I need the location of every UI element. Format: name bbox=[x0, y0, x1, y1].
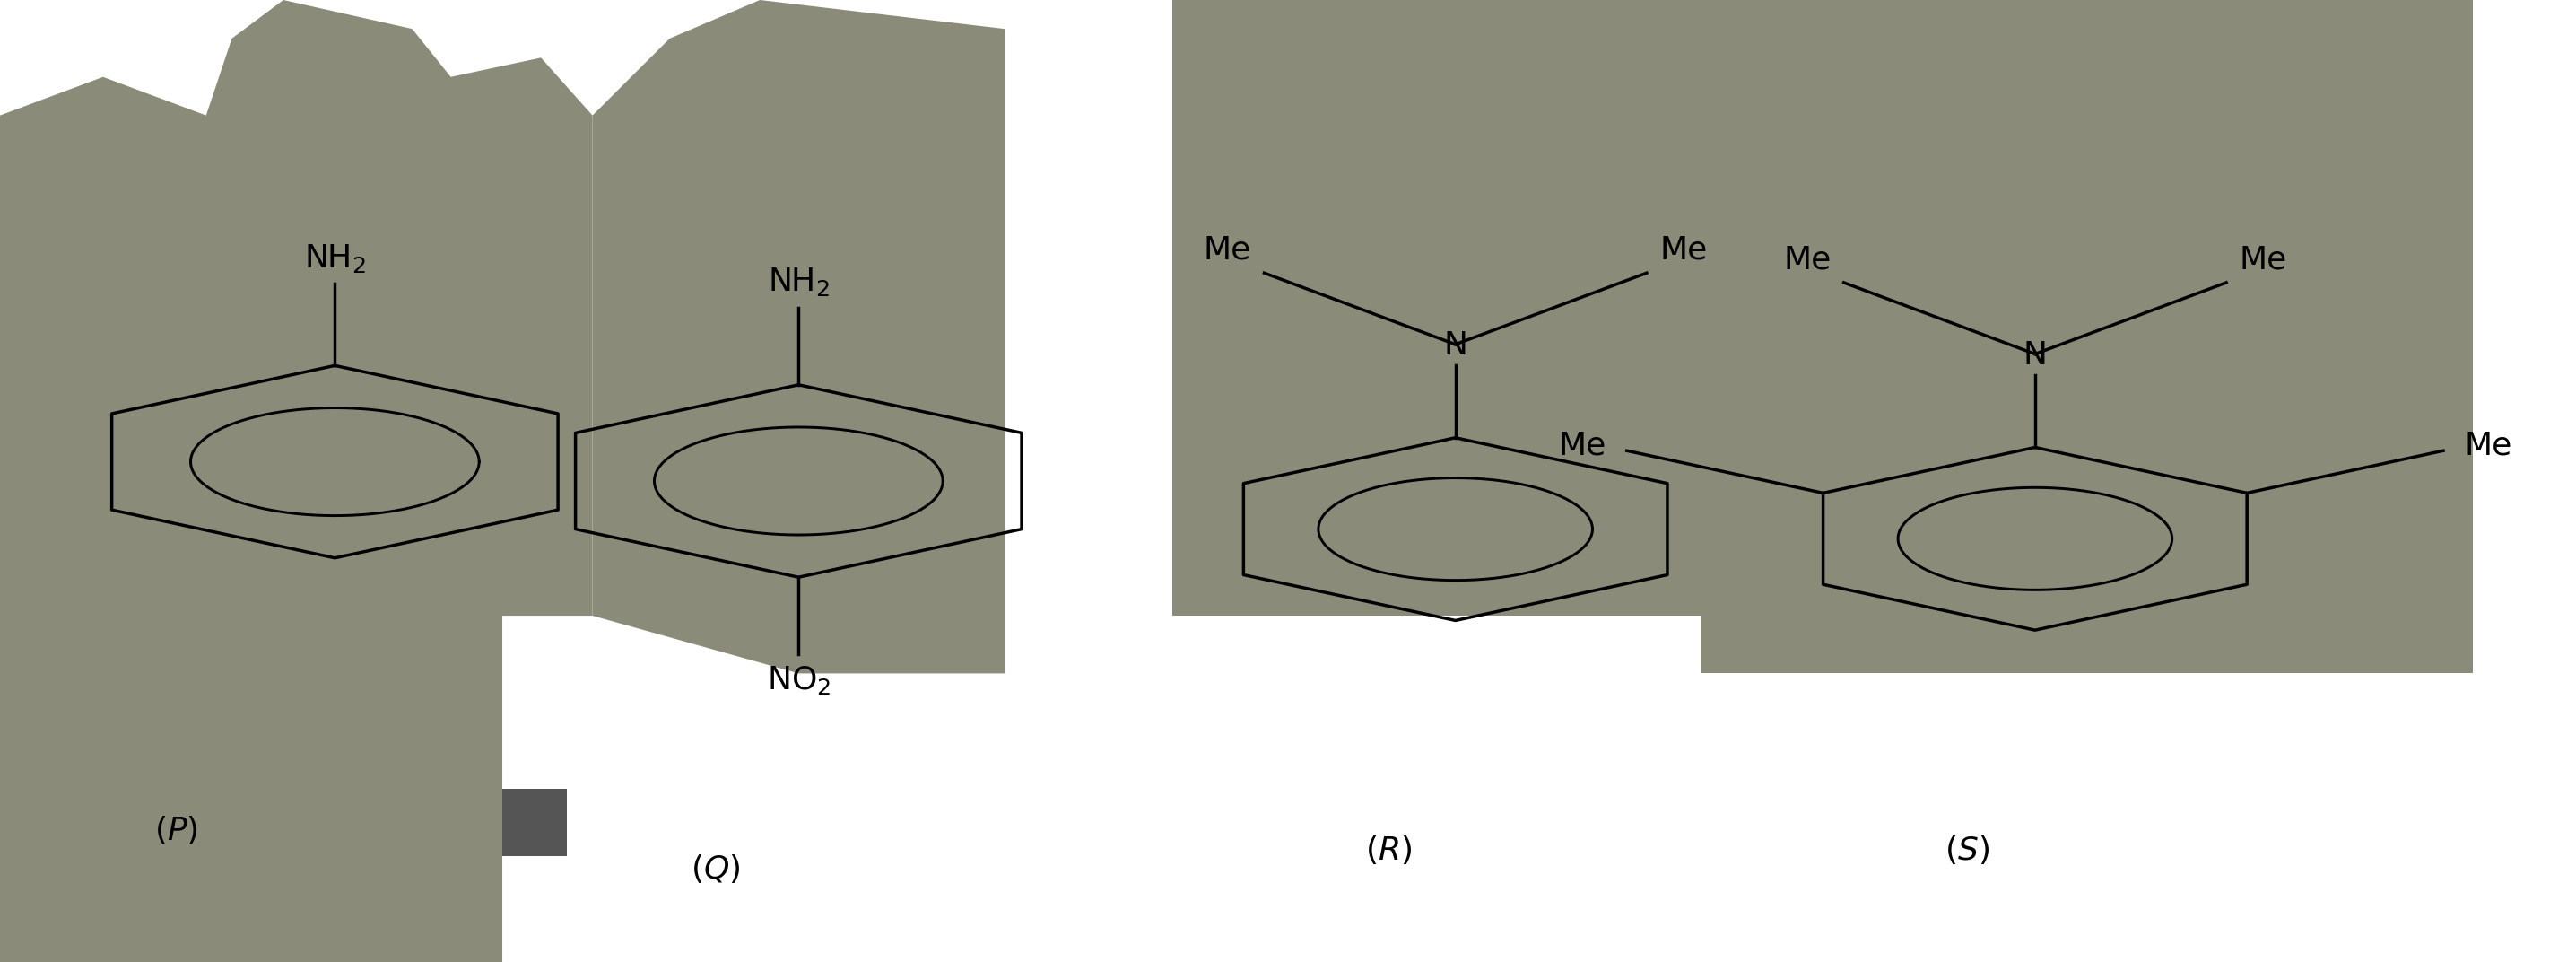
Text: NH$_2$: NH$_2$ bbox=[304, 241, 366, 274]
Text: Me: Me bbox=[1558, 431, 1607, 461]
Text: $(R)$: $(R)$ bbox=[1365, 833, 1412, 866]
Text: $(P)$: $(P)$ bbox=[155, 814, 198, 847]
Text: $(Q)$: $(Q)$ bbox=[690, 852, 739, 885]
Text: Me: Me bbox=[1659, 235, 1708, 266]
Text: $(S)$: $(S)$ bbox=[1945, 833, 1989, 866]
Polygon shape bbox=[0, 0, 592, 962]
Text: N: N bbox=[1443, 330, 1468, 361]
Text: Me: Me bbox=[2239, 244, 2287, 275]
Text: NO$_2$: NO$_2$ bbox=[768, 664, 829, 696]
Text: N: N bbox=[2022, 340, 2048, 370]
Text: Me: Me bbox=[1203, 235, 1252, 266]
Text: Me: Me bbox=[1783, 244, 1832, 275]
Polygon shape bbox=[1172, 0, 1700, 616]
Text: Me: Me bbox=[2463, 431, 2512, 461]
Polygon shape bbox=[1172, 0, 2473, 144]
Polygon shape bbox=[1700, 0, 2473, 673]
Polygon shape bbox=[592, 0, 1005, 673]
Text: NH$_2$: NH$_2$ bbox=[768, 266, 829, 298]
Bar bbox=[502, 789, 567, 856]
